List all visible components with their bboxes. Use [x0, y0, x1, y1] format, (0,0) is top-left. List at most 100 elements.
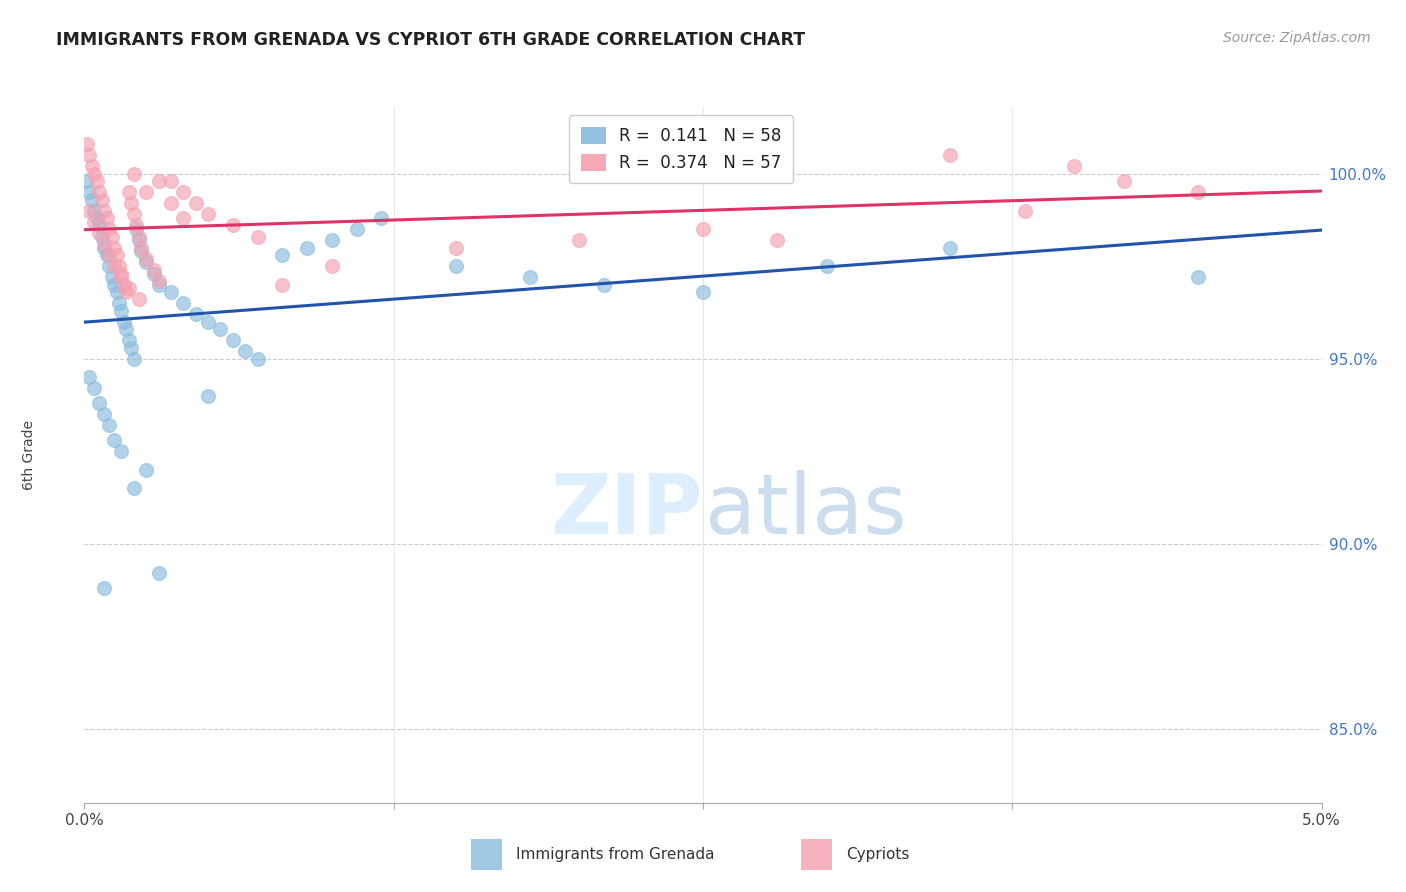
- Point: [692, 285, 714, 299]
- Point: [98, 222, 121, 236]
- Point: [103, 241, 125, 255]
- Text: Source: ZipAtlas.com: Source: ZipAtlas.com: [1223, 31, 1371, 45]
- Point: [148, 174, 170, 188]
- Point: [148, 274, 170, 288]
- Point: [766, 233, 789, 247]
- Text: Immigrants from Grenada: Immigrants from Grenada: [516, 847, 714, 862]
- Point: [110, 270, 132, 285]
- Point: [593, 277, 616, 292]
- Text: IMMIGRANTS FROM GRENADA VS CYPRIOT 6TH GRADE CORRELATION CHART: IMMIGRANTS FROM GRENADA VS CYPRIOT 6TH G…: [56, 31, 806, 49]
- Point: [98, 259, 121, 273]
- Point: [93, 203, 115, 218]
- Point: [172, 211, 194, 225]
- Point: [233, 344, 256, 359]
- Point: [86, 211, 108, 225]
- Point: [112, 277, 135, 292]
- Point: [444, 259, 467, 273]
- Point: [83, 215, 105, 229]
- Text: ZIP: ZIP: [551, 470, 703, 551]
- Point: [172, 296, 194, 310]
- Point: [129, 244, 152, 259]
- Point: [96, 248, 118, 262]
- Text: atlas: atlas: [706, 470, 907, 551]
- Point: [125, 219, 148, 233]
- Legend: R =  0.141   N = 58, R =  0.374   N = 57: R = 0.141 N = 58, R = 0.374 N = 57: [569, 115, 793, 184]
- Point: [135, 255, 157, 269]
- Point: [142, 267, 165, 281]
- Point: [122, 167, 145, 181]
- Point: [295, 241, 318, 255]
- Point: [89, 226, 111, 240]
- Point: [222, 219, 245, 233]
- Point: [83, 381, 105, 395]
- Point: [89, 219, 111, 233]
- Point: [98, 248, 121, 262]
- Point: [122, 481, 145, 495]
- Point: [103, 277, 125, 292]
- Point: [79, 185, 101, 199]
- Point: [184, 196, 207, 211]
- Point: [184, 307, 207, 321]
- Point: [118, 281, 141, 295]
- Point: [125, 222, 148, 236]
- Point: [1063, 159, 1085, 173]
- Point: [160, 285, 183, 299]
- Point: [110, 303, 132, 318]
- Point: [148, 566, 170, 581]
- Point: [105, 248, 128, 262]
- Point: [1187, 270, 1209, 285]
- Point: [96, 211, 118, 225]
- Point: [115, 322, 138, 336]
- Point: [246, 229, 269, 244]
- Point: [222, 333, 245, 347]
- Text: Cypriots: Cypriots: [846, 847, 910, 862]
- Point: [76, 174, 98, 188]
- Point: [115, 285, 138, 299]
- Point: [370, 211, 392, 225]
- Point: [83, 167, 105, 181]
- Point: [135, 185, 157, 199]
- Point: [110, 267, 132, 281]
- Point: [135, 463, 157, 477]
- Point: [79, 203, 101, 218]
- Point: [79, 370, 101, 384]
- Point: [100, 270, 122, 285]
- Point: [89, 396, 111, 410]
- Point: [129, 241, 152, 255]
- Point: [246, 351, 269, 366]
- Point: [122, 351, 145, 366]
- Point: [148, 277, 170, 292]
- Point: [815, 259, 838, 273]
- Point: [79, 148, 101, 162]
- Point: [271, 248, 294, 262]
- Point: [80, 159, 103, 173]
- Point: [160, 196, 183, 211]
- Point: [89, 185, 111, 199]
- Point: [103, 259, 125, 273]
- Point: [76, 136, 98, 151]
- Bar: [801, 839, 832, 870]
- Bar: [471, 839, 502, 870]
- Point: [160, 174, 183, 188]
- Point: [321, 233, 343, 247]
- Point: [110, 444, 132, 458]
- Point: [93, 241, 115, 255]
- Point: [90, 193, 112, 207]
- Point: [197, 207, 219, 221]
- Point: [1112, 174, 1135, 188]
- Point: [1014, 203, 1036, 218]
- Point: [128, 229, 150, 244]
- Point: [128, 233, 150, 247]
- Point: [692, 222, 714, 236]
- Point: [100, 229, 122, 244]
- Point: [1187, 185, 1209, 199]
- Point: [80, 193, 103, 207]
- Point: [939, 148, 962, 162]
- Point: [321, 259, 343, 273]
- Point: [128, 293, 150, 307]
- Point: [197, 315, 219, 329]
- Point: [105, 285, 128, 299]
- Point: [93, 407, 115, 421]
- Point: [346, 222, 368, 236]
- Point: [93, 237, 115, 252]
